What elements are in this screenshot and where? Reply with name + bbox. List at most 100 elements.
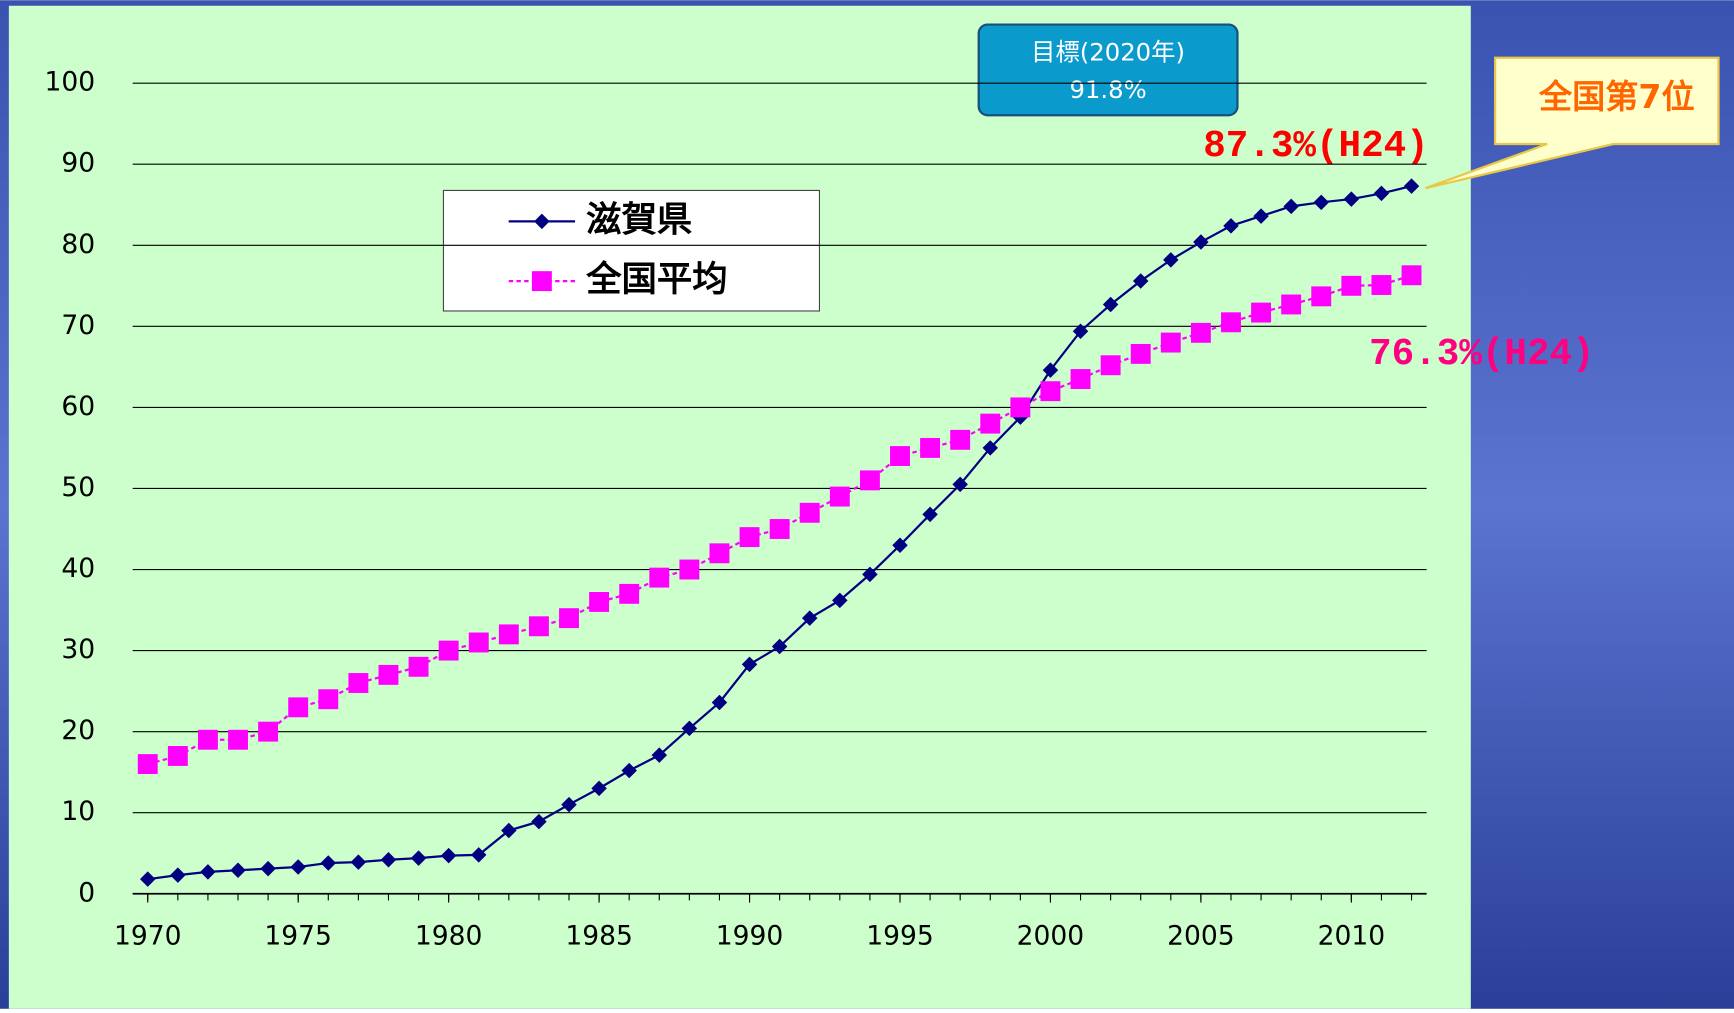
marker [1010,397,1031,418]
marker [230,862,246,878]
y-tick-label: 20 [61,715,95,746]
marker [167,746,188,766]
marker [679,559,700,580]
marker [952,476,968,493]
marker [591,780,607,797]
marker [651,747,668,763]
marker [320,855,337,871]
marker [318,689,339,710]
marker [621,762,637,779]
marker [137,754,158,775]
x-tick-label: 2000 [1017,920,1085,951]
legend-marker [531,271,552,292]
legend-label: 全国平均 [585,259,728,300]
marker [350,854,367,870]
marker [531,813,547,830]
y-tick-label: 80 [61,229,95,260]
marker [922,506,938,523]
marker [619,583,640,604]
marker [1401,265,1422,286]
y-tick-label: 90 [61,148,95,179]
x-tick-label: 1990 [716,920,784,951]
marker [1042,362,1059,378]
marker [501,822,517,839]
marker [769,519,790,539]
marker [920,437,941,458]
marker [1343,191,1360,207]
marker [711,694,728,711]
marker [741,656,758,673]
marker [1102,296,1119,313]
marker [980,413,1001,434]
marker [950,429,971,450]
marker [1313,194,1329,211]
marker [862,566,878,583]
marker [1040,381,1061,402]
x-tick-label: 1995 [866,920,934,951]
marker [801,610,818,626]
marker [589,591,610,612]
marker [1371,275,1392,295]
marker [859,470,880,491]
marker [1130,343,1151,364]
marker [559,608,579,629]
marker [709,543,730,564]
target-value: 91.8% [1069,75,1146,104]
y-tick-label: 40 [61,553,95,584]
marker [288,697,309,718]
y-tick-label: 10 [61,796,95,827]
legend-label: 滋賀県 [586,199,692,240]
chart-panel [8,5,1471,1009]
marker [1070,369,1091,389]
marker [799,502,820,523]
x-tick-label: 2005 [1167,920,1235,951]
marker [1341,275,1362,296]
marker [1132,273,1149,289]
y-tick-label: 30 [61,634,95,665]
shiga-label: 87.3%(H24) [1203,126,1429,168]
marker [1072,323,1089,339]
marker [228,729,248,750]
marker [348,673,369,693]
marker [197,729,218,750]
x-tick-label: 1985 [565,920,633,951]
x-tick-label: 1980 [415,920,483,951]
marker [1193,234,1209,250]
marker [408,656,429,677]
rank-callout [1425,56,1720,190]
x-tick-label: 1975 [264,920,332,951]
marker [561,796,577,813]
target-box [977,23,1239,117]
marker [1190,322,1211,343]
y-tick-label: 50 [61,472,95,503]
marker [380,851,397,868]
target-title: 目標(2020年) [1031,37,1185,66]
marker [1160,332,1181,353]
y-tick-label: 60 [61,391,95,422]
marker [410,850,427,866]
marker [438,640,459,661]
marker [498,624,519,645]
y-tick-label: 70 [61,310,95,341]
legend-marker [534,213,550,230]
marker [681,720,698,737]
y-tick-label: 0 [78,877,95,908]
marker [440,847,457,864]
marker [200,864,216,880]
marker [1253,208,1269,224]
marker [258,721,279,742]
marker [829,486,850,507]
marker [1221,312,1241,333]
marker [290,859,306,875]
marker [1311,286,1332,307]
national-label: 76.3%(H24) [1369,334,1595,376]
marker [260,860,276,877]
marker [982,440,999,456]
marker [832,592,848,609]
marker [649,567,670,588]
marker [140,871,156,887]
marker [739,527,760,548]
rank-label: 全国第7位 [1538,77,1695,116]
